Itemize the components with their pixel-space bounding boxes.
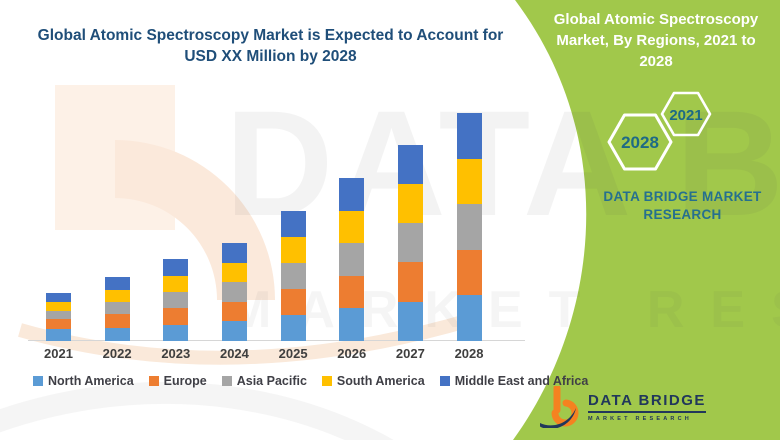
bar-segment-asia-pacific: [280, 263, 306, 289]
brand-text-line2: RESEARCH: [643, 206, 722, 222]
bar-segment-asia-pacific: [397, 223, 423, 263]
chart-title-line2: USD XX Million by 2028: [184, 48, 357, 65]
stacked-bar-2028: [456, 113, 482, 341]
bar-segment-middle-east-and-africa: [104, 277, 130, 291]
bar-segment-europe: [397, 262, 423, 302]
legend-item-middle-east-and-africa: Middle East and Africa: [439, 374, 589, 388]
bar-segment-asia-pacific: [221, 282, 247, 302]
bar-segment-asia-pacific: [456, 204, 482, 250]
legend-item-europe: Europe: [148, 374, 207, 388]
legend-swatch-icon: [148, 376, 159, 386]
bar-segment-asia-pacific: [46, 310, 71, 320]
side-panel-heading: Global Atomic Spectroscopy Market, By Re…: [538, 9, 774, 72]
bar-segment-north-america: [280, 315, 306, 341]
databridge-logo: DATA BRIDGE MARKET RESEARCH: [540, 386, 706, 428]
x-axis-label-2022: 2022: [102, 346, 132, 361]
logo-tagline: MARKET RESEARCH: [588, 416, 692, 422]
bar-segment-south-america: [163, 275, 189, 293]
databridge-logo-icon: [540, 386, 579, 428]
bar-segment-asia-pacific: [163, 292, 189, 309]
legend-label: Middle East and Africa: [454, 374, 589, 388]
brand-text: DATA BRIDGE MARKET RESEARCH: [580, 188, 780, 223]
bar-segment-north-america: [104, 327, 130, 341]
bar-segment-south-america: [456, 158, 482, 205]
bar-segment-south-america: [280, 237, 306, 263]
side-heading-line1: Global Atomic Spectroscopy: [553, 11, 759, 28]
stacked-bar-2022: [104, 277, 130, 341]
legend-swatch-icon: [221, 376, 232, 386]
x-axis-label-2026: 2026: [337, 346, 367, 361]
x-axis-label-2028: 2028: [454, 346, 484, 361]
bar-segment-north-america: [397, 301, 423, 341]
bar-segment-north-america: [456, 295, 482, 341]
chart-title: Global Atomic Spectroscopy Market is Exp…: [18, 25, 523, 67]
bar-segment-south-america: [339, 210, 365, 244]
bar-segment-north-america: [46, 328, 71, 341]
bar-segment-north-america: [221, 321, 247, 341]
stacked-bar-2021: [46, 293, 71, 341]
logo-text-block: DATA BRIDGE MARKET RESEARCH: [588, 386, 706, 422]
chart-title-line1: Global Atomic Spectroscopy Market is Exp…: [37, 27, 504, 44]
brand-text-line1: DATA BRIDGE MARKET: [603, 189, 762, 204]
bar-segment-middle-east-and-africa: [339, 178, 365, 211]
bar-segment-middle-east-and-africa: [163, 259, 189, 276]
legend-swatch-icon: [439, 376, 450, 386]
bar-segment-south-america: [104, 290, 130, 302]
bar-segment-europe: [339, 275, 365, 309]
legend-item-north-america: North America: [33, 374, 134, 388]
bar-segment-middle-east-and-africa: [280, 211, 306, 237]
side-heading-line2: Market, By Regions, 2021 to 2028: [556, 32, 756, 70]
x-axis-label-2021: 2021: [44, 346, 73, 361]
bar-segment-europe: [456, 249, 482, 296]
bar-segment-europe: [221, 301, 247, 322]
bar-segment-middle-east-and-africa: [397, 144, 423, 185]
bar-segment-asia-pacific: [104, 301, 130, 315]
bar-segment-middle-east-and-africa: [46, 293, 71, 303]
bar-segment-middle-east-and-africa: [221, 243, 247, 263]
bar-segment-south-america: [397, 184, 423, 224]
legend-item-asia-pacific: Asia Pacific: [221, 374, 307, 388]
legend-label: North America: [48, 374, 134, 388]
bar-segment-europe: [46, 319, 71, 329]
bar-segment-north-america: [163, 325, 189, 341]
stacked-bar-2026: [339, 178, 365, 341]
logo-name: DATA BRIDGE: [588, 392, 706, 413]
bar-segment-europe: [163, 308, 189, 325]
legend-label: Asia Pacific: [236, 374, 307, 388]
x-axis-label-2024: 2024: [219, 346, 249, 361]
x-axis-label-2027: 2027: [395, 346, 425, 361]
legend-swatch-icon: [321, 376, 332, 386]
x-axis-label-2023: 2023: [161, 346, 191, 361]
bar-segment-middle-east-and-africa: [456, 113, 482, 159]
legend-label: Europe: [163, 374, 207, 388]
stacked-bar-2027: [397, 144, 423, 341]
bar-segment-north-america: [339, 308, 365, 341]
stacked-bar-2024: [221, 243, 247, 341]
x-axis-label-2025: 2025: [278, 346, 308, 361]
chart-legend: North America Europe Asia Pacific South Ame…: [33, 374, 588, 388]
bar-segment-europe: [280, 289, 306, 315]
bar-segment-south-america: [46, 302, 71, 311]
bar-segment-asia-pacific: [339, 243, 365, 276]
bar-segment-south-america: [221, 262, 247, 283]
bar-segment-europe: [104, 314, 130, 328]
legend-item-south-america: South America: [321, 374, 425, 388]
stacked-bar-2025: [280, 211, 306, 341]
legend-swatch-icon: [33, 376, 43, 386]
stacked-bar-2023: [163, 259, 189, 341]
legend-label: South America: [336, 374, 425, 388]
x-axis-line: [28, 340, 525, 341]
